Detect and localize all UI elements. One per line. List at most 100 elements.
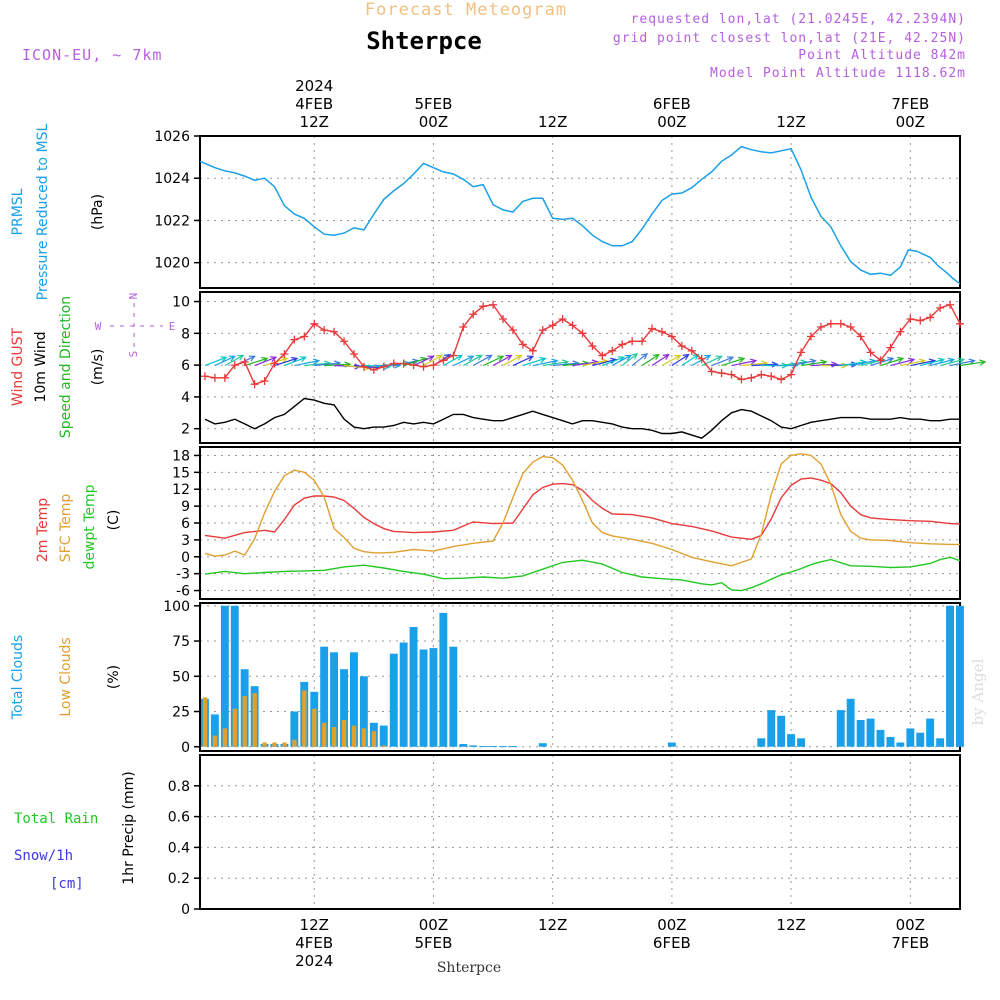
total-cloud-bar (836, 710, 845, 747)
wind-direction-arrow (492, 354, 513, 367)
total-cloud-bar (330, 652, 338, 747)
wind-gust-marker (628, 337, 637, 346)
wind-gust-marker (459, 322, 468, 331)
wind-gust-marker (856, 332, 865, 341)
wind-gust-marker (369, 365, 378, 374)
wind-direction-arrow (731, 358, 758, 367)
snow-unit-label: [cm] (50, 876, 84, 892)
cloud-unit-label: (%) (106, 665, 122, 689)
total-cloud-bar (320, 646, 329, 747)
clouds-panel: 0 25 50 75 100 (163, 599, 964, 756)
time-tick-label: 12Z (776, 916, 805, 934)
wind-direction-arrow (661, 354, 682, 367)
low-cloud-bar (341, 720, 347, 747)
wind-gust-line (204, 303, 961, 386)
wind-direction-arrow (840, 359, 868, 367)
wind-gust-marker (757, 370, 766, 379)
precip-ytick-label: 0.4 (168, 840, 190, 856)
total-cloud-bar (876, 729, 885, 747)
wind-direction-arrow (880, 356, 905, 367)
total-cloud-bar (886, 736, 895, 747)
wind-ytick-label: 10 (172, 295, 190, 311)
low-cloud-bar (312, 708, 317, 747)
wind-gust-marker (489, 300, 498, 309)
wind-direction-arrow (691, 354, 712, 367)
precip-ytick-label: 0.8 (168, 779, 190, 795)
wind-gust-marker (518, 340, 527, 349)
wind-direction-arrow (502, 354, 523, 367)
compass-west: W (95, 320, 102, 333)
precip-panel: 0 0.2 0.4 0.6 0.8 (168, 754, 961, 918)
wind-gust-marker (240, 357, 249, 366)
compass-south: S (127, 351, 140, 358)
wind-gust-marker (836, 319, 845, 328)
wind-gust-marker (409, 361, 418, 370)
wind-gust-marker (826, 319, 835, 328)
temperature-ytick-label: 18 (172, 448, 190, 464)
low-cloud-bar (381, 745, 386, 747)
wind-direction-arrow (423, 354, 444, 367)
total-cloud-bar (479, 746, 488, 748)
wind-gust-marker (667, 332, 676, 341)
wind-gust-marker (806, 332, 815, 341)
wind-gust-marker (797, 348, 806, 357)
wind-gust-marker (508, 326, 517, 335)
wind-ytick-label: 4 (181, 390, 190, 406)
wind-direction-arrow (413, 355, 435, 367)
total-cloud-bar (340, 669, 348, 747)
wind-gust-marker (876, 356, 885, 365)
wind-gust-marker (290, 335, 299, 344)
compass-north: N (127, 293, 140, 300)
total-cloud-bar (856, 720, 865, 747)
wind-gust-marker (359, 362, 368, 371)
wind-direction-arrow (959, 359, 987, 367)
wind-gust-marker (349, 349, 358, 358)
total-cloud-bar (290, 711, 299, 747)
time-tick-label: 00Z (896, 113, 925, 131)
wind-direction-arrow (274, 356, 299, 367)
total-cloud-bar (419, 649, 428, 747)
temperature-ytick-label: 15 (172, 465, 190, 481)
temperature-ytick-label: 3 (181, 533, 190, 549)
wind-direction-arrow (284, 356, 307, 367)
temperature-side-labels: 2m Temp SFC Temp dewpt Temp (C) (35, 484, 122, 569)
clouds-ytick-label: 50 (172, 669, 190, 685)
wind-gust-marker (220, 373, 229, 382)
temp-dewpt-line (204, 556, 961, 592)
wind-direction-arrow (920, 357, 946, 367)
total-cloud-bar (220, 605, 229, 747)
total-cloud-bar (866, 718, 875, 747)
requested-coords: requested lon,lat (21.0245E, 42.2394N) (631, 12, 966, 27)
wind-gust-marker (429, 361, 438, 370)
wind-gust-marker (946, 300, 955, 309)
wind-gust-marker (816, 322, 825, 331)
precip-frame (199, 754, 961, 910)
wind-direction-arrow (472, 354, 493, 367)
wind-gust-marker (210, 373, 219, 382)
time-tick-label: 2024 (295, 77, 333, 95)
total-cloud-bar (926, 718, 935, 747)
wind-gust-marker (677, 342, 686, 351)
time-tick-label: 2024 (295, 952, 333, 970)
time-tick-label: 00Z (419, 113, 448, 131)
precip-ytick-label: 0.6 (168, 810, 190, 826)
total-cloud-bar (489, 746, 497, 748)
wind-gust-marker (320, 326, 329, 335)
wind-gust-marker (906, 315, 915, 324)
wind-direction-arrow (711, 356, 735, 367)
wind-direction-arrow (810, 361, 839, 368)
wind-direction-arrow (721, 356, 746, 367)
wind-gust-marker (787, 370, 796, 379)
wind-frame (199, 291, 961, 444)
wind-gust-label: Wind GUST (10, 327, 26, 406)
location-title: Shterpce (366, 27, 482, 55)
wind-gust-marker (568, 321, 577, 330)
wind-gust-marker (558, 315, 567, 324)
time-tick-label: 12Z (776, 113, 805, 131)
wind-gust-marker (707, 367, 716, 376)
wind-gust-marker (479, 302, 488, 311)
wind-gust-marker (578, 329, 587, 338)
total-cloud-bar (906, 728, 915, 747)
wind-gust-marker (379, 362, 388, 371)
